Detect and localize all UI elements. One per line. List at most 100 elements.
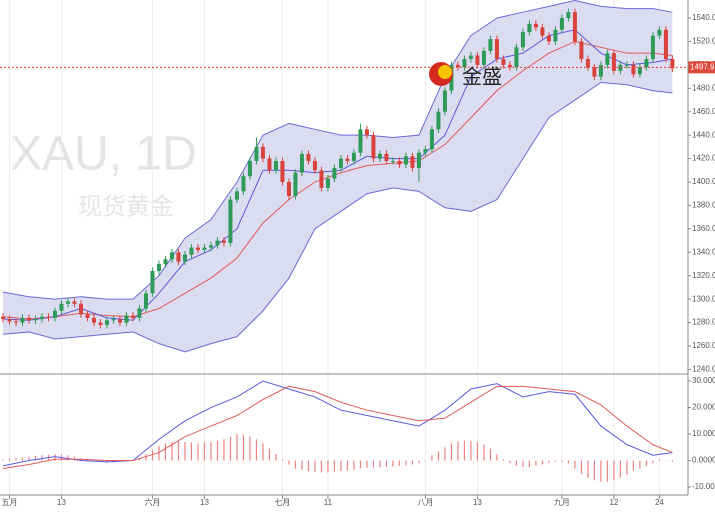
- y-tick-label: 1440.0: [692, 130, 715, 139]
- histogram-bar: [340, 460, 342, 472]
- candle-body: [260, 146, 265, 159]
- histogram-bar: [405, 460, 407, 466]
- x-tick-label: 13: [57, 498, 66, 507]
- candle-body: [215, 240, 220, 246]
- candle-body: [78, 303, 83, 315]
- histogram-bar: [613, 460, 615, 481]
- candle-body: [20, 317, 25, 323]
- candle-body: [364, 129, 369, 136]
- candle-body: [442, 90, 447, 112]
- histogram-bar: [671, 460, 674, 462]
- candle-body: [228, 199, 233, 243]
- candle-body: [91, 317, 96, 323]
- candle-body: [650, 35, 655, 60]
- histogram-bar: [463, 440, 466, 461]
- candle-body: [293, 172, 298, 197]
- y-tick-label: 1540.0: [692, 13, 715, 22]
- histogram-bar: [333, 460, 336, 472]
- candle-body: [208, 245, 213, 248]
- histogram-bar: [431, 455, 433, 461]
- candle-body: [254, 146, 259, 161]
- histogram-bar: [567, 460, 570, 464]
- histogram-bar: [229, 436, 232, 461]
- candle-body: [657, 29, 662, 36]
- candle-body: [592, 67, 597, 77]
- histogram-bar: [600, 460, 602, 482]
- y-tick-label: 1340.0: [692, 247, 715, 256]
- candle-body: [624, 64, 629, 66]
- x-tick-label: 11: [324, 498, 333, 507]
- y-tick-label: 1320.0: [692, 271, 715, 280]
- candle-body: [559, 18, 564, 30]
- histogram-bar: [379, 460, 381, 468]
- histogram-bar: [236, 434, 238, 461]
- histogram-bar: [327, 460, 329, 473]
- candle-body: [390, 160, 395, 162]
- y-tick-label: 1480.0: [692, 83, 715, 92]
- histogram-bar: [21, 457, 24, 461]
- candle-body: [267, 158, 272, 171]
- histogram-bar: [54, 454, 56, 461]
- histogram-bar: [275, 453, 277, 461]
- histogram-bar: [171, 441, 173, 461]
- histogram-bar: [645, 460, 648, 466]
- candle-body: [319, 170, 324, 188]
- logo-text: 金盛: [462, 65, 502, 88]
- y-tick-label: 1420.0: [692, 154, 715, 163]
- y-tick-label: 0.0000: [692, 456, 715, 465]
- candle-body: [150, 271, 155, 294]
- histogram-bar: [457, 441, 459, 461]
- x-tick-label: 13: [473, 498, 482, 507]
- candle-body: [501, 59, 506, 65]
- histogram-bar: [203, 442, 206, 461]
- candle-body: [637, 67, 642, 75]
- histogram-bar: [73, 456, 76, 461]
- histogram-bar: [658, 459, 661, 461]
- candle-body: [52, 310, 57, 318]
- last-price-box: [688, 61, 715, 74]
- candle-body: [85, 314, 90, 318]
- histogram-bar: [411, 460, 414, 465]
- histogram-bar: [314, 460, 316, 472]
- histogram-bar: [151, 449, 154, 461]
- band-edge: [2, 0, 673, 300]
- candle-body: [546, 35, 551, 42]
- histogram-bar: [158, 445, 160, 461]
- candle-body: [384, 153, 389, 161]
- candle-body: [124, 315, 129, 323]
- histogram-bar: [489, 448, 492, 461]
- candle-body: [475, 55, 480, 65]
- x-tick-label: 24: [655, 498, 664, 507]
- histogram-bar: [450, 443, 453, 461]
- histogram-bar: [164, 443, 167, 461]
- candle-body: [416, 152, 421, 168]
- histogram-bar: [652, 460, 654, 464]
- histogram-bar: [301, 460, 303, 470]
- candle-body: [514, 47, 519, 68]
- histogram-bar: [483, 444, 485, 461]
- candle-body: [59, 303, 64, 311]
- histogram-bar: [574, 460, 576, 469]
- histogram-bar: [593, 460, 596, 481]
- histogram-bar: [184, 441, 186, 461]
- histogram-bar: [190, 442, 193, 461]
- histogram-bar: [288, 460, 290, 465]
- y-tick-label: 1460.0: [692, 107, 715, 116]
- histogram-bar: [437, 451, 440, 461]
- histogram-bar: [444, 447, 446, 461]
- histogram-bar: [2, 459, 4, 461]
- candle-body: [182, 254, 187, 262]
- candle-body: [488, 39, 493, 51]
- x-tick-label: 12: [609, 498, 618, 507]
- histogram-bar: [385, 460, 388, 467]
- candle-body: [605, 53, 610, 65]
- indicator-line: [2, 380, 673, 467]
- histogram-bar: [242, 434, 245, 461]
- candle-body: [33, 319, 38, 321]
- candle-body: [137, 308, 142, 318]
- histogram-bar: [366, 460, 368, 468]
- candle-body: [221, 240, 226, 243]
- histogram-bar: [509, 460, 511, 464]
- histogram-bar: [249, 436, 251, 461]
- y-tick-label: 1300.0: [692, 294, 715, 303]
